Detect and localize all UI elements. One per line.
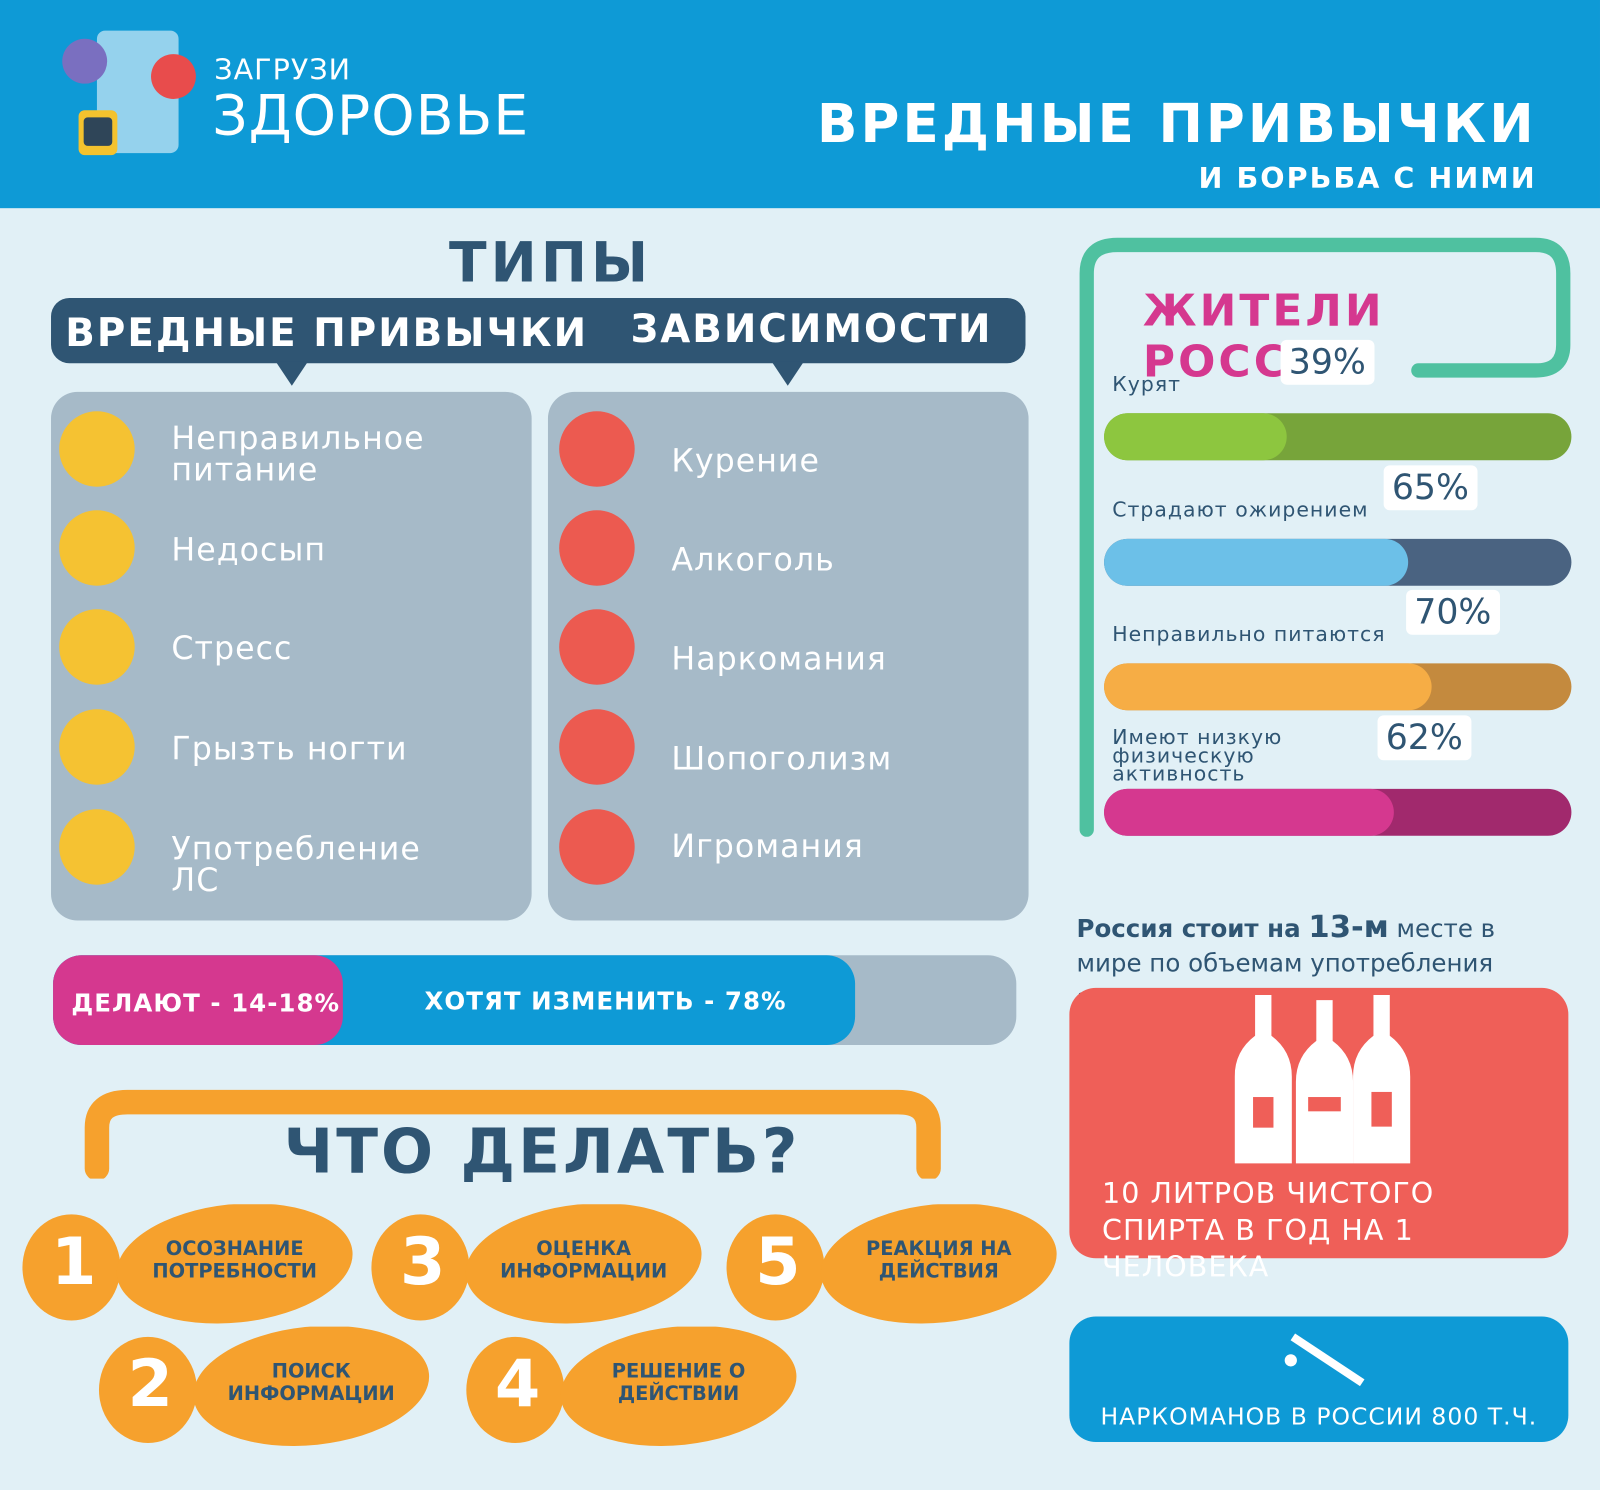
stat-label: Имеют низкую физическую активность (1112, 724, 1283, 786)
footprint (726, 1204, 1057, 1324)
bracket (84, 1089, 941, 1179)
step-number: 3 (399, 1224, 446, 1301)
footprint (371, 1204, 702, 1324)
alcohol-caption: 10 ЛИТРОВ ЧИСТОГО СПИРТА В ГОД НА 1 ЧЕЛО… (1102, 1176, 1435, 1284)
footprint (98, 1326, 430, 1446)
syringe (1290, 1333, 1365, 1387)
item-label: Стресс (171, 630, 293, 668)
note-rank: 13-м (1308, 909, 1389, 945)
bottle-label (1253, 1097, 1274, 1128)
item-label: Игромания (671, 828, 864, 866)
page-subtitle: И БОРЬБА С НИМИ (1198, 161, 1537, 195)
sole (560, 1326, 797, 1446)
stat-bar (1104, 663, 1432, 711)
pointer (275, 361, 309, 386)
item-label: Алкоголь (671, 541, 835, 579)
item-icon (59, 709, 135, 785)
sole (116, 1204, 353, 1324)
footprint (22, 1204, 353, 1324)
step-text: РЕШЕНИЕ О ДЕЙСТВИИ (611, 1360, 746, 1406)
sole (820, 1204, 1057, 1324)
drugs-card (1069, 1316, 1569, 1442)
item-label: Наркомания (671, 640, 887, 678)
item-icon (59, 809, 135, 885)
bottle-label (1308, 1097, 1341, 1112)
logo-icon (62, 30, 196, 156)
step-number: 1 (51, 1224, 97, 1301)
stat-value: 62% (1377, 715, 1471, 761)
icon-heart (151, 54, 196, 99)
heel (371, 1214, 470, 1321)
stat-value: 39% (1280, 339, 1375, 385)
stat-value: 70% (1406, 589, 1500, 635)
stat-label: Курят (1112, 371, 1182, 396)
item-label: Употребление ЛС (171, 830, 421, 900)
step-text: РЕАКЦИЯ НА ДЕЙСТВИЯ (866, 1237, 1012, 1283)
steps-title: ЧТО ДЕЛАТЬ? (283, 1116, 801, 1188)
drop (1284, 1354, 1297, 1367)
item-icon (559, 709, 635, 785)
sole (193, 1326, 430, 1446)
note-start: Россия стоит на (1076, 914, 1301, 943)
step-text: ОСОЗНАНИЕ ПОТРЕБНОСТИ (152, 1237, 317, 1283)
stat-bar (1104, 413, 1287, 461)
frame-line (1079, 237, 1571, 837)
icon-run (62, 38, 108, 84)
heel (98, 1336, 197, 1443)
step-number: 5 (755, 1224, 801, 1301)
heel (22, 1214, 121, 1321)
footprint (466, 1326, 797, 1446)
heel (726, 1214, 825, 1321)
watch-face (83, 117, 113, 146)
pointer (771, 361, 805, 386)
residents-frame (1079, 237, 1571, 837)
step-text: ОЦЕНКА ИНФОРМАЦИИ (500, 1237, 668, 1283)
addictions-heading: ЗАВИСИМОСТИ (630, 306, 993, 352)
item-icon (59, 510, 135, 586)
bottles-icon (1234, 994, 1411, 1164)
change-do-text: ДЕЛАЮТ - 14-18% (71, 988, 341, 1018)
page-title: ВРЕДНЫЕ ПРИВЫЧКИ (817, 93, 1537, 156)
item-label: Шопоголизм (671, 740, 893, 778)
types-title: ТИПЫ (448, 230, 653, 295)
bottles (1234, 994, 1411, 1164)
item-label: Неправильное питание (171, 420, 425, 489)
drugs-caption: НАРКОМАНОВ В РОССИИ 800 Т.Ч. (1100, 1404, 1538, 1431)
item-label: Недосып (171, 531, 327, 569)
change-do-bar (53, 955, 343, 1045)
item-icon (559, 809, 635, 885)
stat-label: Страдают ожирением (1112, 496, 1369, 522)
stat-value: 65% (1383, 465, 1478, 511)
logo-top: ЗАГРУЗИ (214, 53, 352, 87)
item-icon (59, 411, 135, 487)
step-number: 4 (494, 1347, 541, 1423)
item-icon (559, 609, 635, 685)
heel (466, 1336, 565, 1443)
item-icon (559, 510, 635, 586)
step-text: ПОИСК ИНФОРМАЦИИ (227, 1360, 395, 1406)
banner-pointers (275, 361, 805, 386)
logo-bottom: ЗДОРОВЬЕ (212, 83, 530, 148)
syringe-icon (1284, 1333, 1365, 1387)
stat-bar (1104, 788, 1394, 836)
types-banner (51, 297, 1026, 364)
change-want-text: ХОТЯТ ИЗМЕНИТЬ - 78% (424, 986, 787, 1016)
item-icon (59, 609, 135, 685)
steps-bracket (84, 1089, 941, 1179)
step-number: 2 (127, 1347, 173, 1423)
item-icon (559, 411, 635, 487)
item-label: Грызть ногти (171, 730, 408, 768)
sole (465, 1204, 702, 1324)
item-label: Курение (671, 442, 820, 480)
header (0, 0, 1600, 209)
stat-bar (1104, 538, 1408, 586)
habits-heading: ВРЕДНЫЕ ПРИВЫЧКИ (65, 310, 589, 356)
bottle-label (1371, 1091, 1392, 1127)
stat-label: Неправильно питаются (1112, 621, 1386, 646)
